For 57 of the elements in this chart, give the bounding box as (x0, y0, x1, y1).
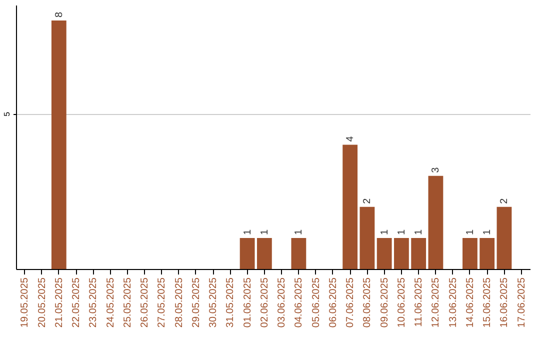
x-tick-label: 22.05.2025 (71, 277, 82, 328)
bar (462, 238, 478, 269)
data-label: 1 (242, 228, 254, 235)
x-tick-label: 17.06.2025 (516, 277, 528, 328)
x-tick-label: 11.06.2025 (414, 277, 425, 327)
x-tick-label: 02.06.2025 (259, 277, 270, 328)
x-tick-label: 07.06.2025 (345, 277, 356, 328)
x-tick-label: 01.06.2025 (242, 277, 254, 328)
bar (360, 206, 375, 269)
data-label: 8 (54, 12, 65, 18)
data-label: 1 (414, 228, 425, 235)
data-label: 3 (430, 166, 442, 173)
x-tick-label: 29.05.2025 (190, 277, 202, 328)
bar (240, 238, 255, 269)
x-tick-label: 30.05.2025 (208, 277, 220, 328)
bar (496, 206, 512, 269)
x-tick-label: 24.05.2025 (105, 277, 116, 328)
x-tick-label: 13.06.2025 (448, 277, 459, 328)
bar (428, 176, 444, 269)
x-tick-label: 19.05.2025 (20, 277, 31, 328)
bar (480, 238, 495, 269)
y-tick-label: 5 (2, 111, 12, 116)
x-tick-label: 28.05.2025 (174, 277, 185, 328)
x-tick-label: 05.06.2025 (310, 277, 322, 328)
x-tick-label: 10.06.2025 (396, 277, 408, 328)
x-tick-label: 25.05.2025 (122, 277, 134, 328)
data-label: 1 (482, 228, 494, 235)
bar (411, 238, 426, 269)
x-tick-label: 08.06.2025 (362, 277, 374, 328)
data-label: 1 (396, 228, 408, 235)
data-label: 2 (499, 198, 510, 204)
x-tick-label: 21.05.2025 (54, 277, 65, 328)
data-label: 1 (464, 228, 476, 235)
bar (291, 238, 306, 269)
x-tick-label: 31.05.2025 (225, 277, 236, 328)
x-tick-label: 03.06.2025 (276, 277, 288, 328)
bar (394, 238, 409, 269)
x-tick-label: 14.06.2025 (464, 277, 476, 328)
data-label: 2 (362, 198, 374, 204)
x-tick-label: 26.05.2025 (140, 277, 151, 328)
bar (376, 238, 392, 269)
x-tick-label: 16.06.2025 (499, 277, 510, 328)
bar (51, 20, 66, 269)
bar (342, 144, 358, 269)
x-tick-label: 20.05.2025 (36, 277, 48, 328)
data-label: 1 (294, 228, 305, 235)
data-label: 1 (259, 228, 270, 235)
x-tick-label: 09.06.2025 (379, 277, 390, 328)
data-label: 4 (345, 136, 356, 142)
x-tick-label: 12.06.2025 (430, 277, 442, 328)
bar (256, 238, 272, 269)
data-label: 1 (379, 228, 390, 235)
x-tick-label: 04.06.2025 (294, 277, 305, 328)
x-tick-label: 15.06.2025 (482, 277, 494, 328)
x-tick-label: 27.05.2025 (156, 277, 168, 328)
x-tick-label: 06.06.2025 (328, 277, 339, 328)
x-tick-label: 23.05.2025 (88, 277, 100, 328)
